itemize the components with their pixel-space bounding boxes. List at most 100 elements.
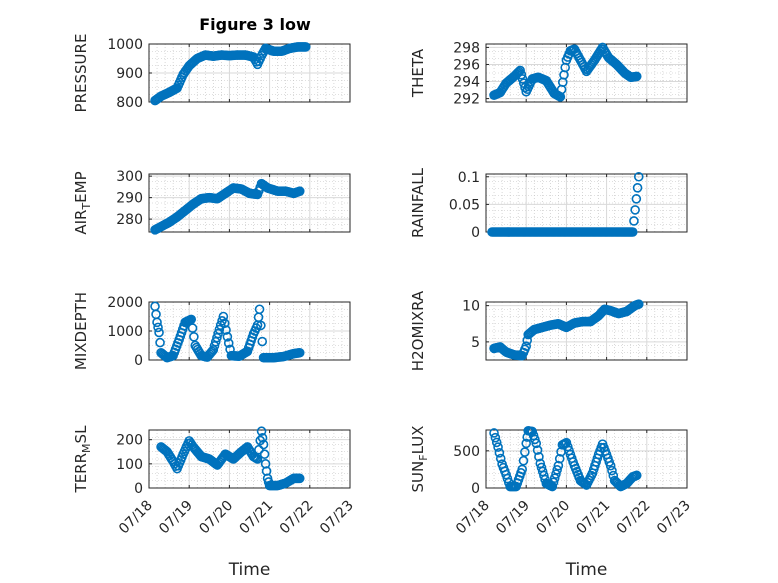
mixdepth-data-point <box>154 327 164 338</box>
pressure-data-point <box>300 42 311 52</box>
sun-flux-data-point <box>553 460 564 471</box>
mixdepth-data-point <box>187 323 198 333</box>
panel-terr-msl: 0 100 200 TERRMSL 07/18 07/19 07/20 07/21 07/22 0… <box>72 425 357 580</box>
terr-msl-data-point <box>252 454 263 464</box>
rainfall-data-point <box>629 216 639 226</box>
mixdepth-data-point <box>207 346 217 357</box>
h2omixra-data-point <box>633 299 644 309</box>
mixdepth-data-point <box>222 331 233 342</box>
sun-flux-xtick-label: 07/21 <box>574 498 614 538</box>
mixdepth-data-point <box>186 314 197 325</box>
rainfall-series <box>487 171 644 237</box>
sun-flux-data-point <box>490 432 501 443</box>
theta-data-point <box>631 71 642 82</box>
terr-msl-xtick-label: 07/19 <box>156 498 196 538</box>
sun-flux-data-point <box>549 473 560 483</box>
mixdepth-data-point <box>256 320 266 331</box>
rainfall-data-point <box>630 205 640 215</box>
panel-mixdepth: 0 1000 2000 MIXDEPTH <box>72 292 351 370</box>
pressure-ytick-label: 900 <box>116 66 143 82</box>
mixdepth-ylabel: MIXDEPTH <box>72 292 90 370</box>
terr-msl-series <box>156 426 305 491</box>
sun-flux-data-point <box>520 447 530 457</box>
mixdepth-data-point <box>219 318 230 329</box>
pressure-ytick-label: 800 <box>116 95 143 111</box>
h2omixra-ytick-label: 5 <box>471 335 480 351</box>
pressure-ylabel: PRESSURE <box>72 34 90 113</box>
terr-msl-ytick-label: 100 <box>116 457 143 473</box>
theta-ytick-label: 292 <box>453 92 480 108</box>
mixdepth-data-point <box>189 331 199 342</box>
theta-data-point <box>515 65 525 76</box>
terr-msl-xtick-label: 07/22 <box>277 498 317 538</box>
air-temp-data-point <box>294 186 305 196</box>
panel-sun-flux: 0 500 SUNFLUX 07/18 07/19 07/20 07/21 07/22 07/2… <box>409 426 694 580</box>
h2omixra-data-point <box>521 341 532 352</box>
sun-flux-data-point <box>607 465 617 476</box>
sun-flux-ytick-label: 0 <box>471 481 480 497</box>
mixdepth-data-point <box>221 325 231 335</box>
pressure-ytick-label: 1000 <box>107 37 143 53</box>
terr-msl-ytick-label: 0 <box>134 481 143 497</box>
terr-msl-xlabel: Time <box>228 560 271 580</box>
theta-ylabel: THETA <box>409 48 427 98</box>
panel-h2omixra: 5 10 H2OMIXRA <box>409 290 688 371</box>
terr-msl-data-point <box>256 426 267 437</box>
rainfall-ytick-label: 0.05 <box>449 197 480 213</box>
terr-msl-axes-box <box>148 429 351 489</box>
sun-flux-xtick-label: 07/19 <box>493 498 533 538</box>
mixdepth-ytick-label: 2000 <box>107 295 143 311</box>
h2omixra-ytick-label: 10 <box>462 299 480 315</box>
mixdepth-data-point <box>218 311 229 322</box>
sun-flux-xtick-label: 07/23 <box>654 498 694 538</box>
rainfall-ytick-label: 0.1 <box>458 170 480 186</box>
rainfall-data-point <box>631 194 642 204</box>
panel-pressure: 800 900 1000 PRESSURE <box>72 34 351 113</box>
sun-flux-data-point <box>534 451 544 462</box>
sun-flux-xtick-label: 07/20 <box>533 498 573 538</box>
rainfall-ytick-label: 0 <box>471 225 480 241</box>
sun-flux-series <box>489 425 642 492</box>
h2omixra-ylabel: H2OMIXRA <box>409 290 427 371</box>
mixdepth-ytick-label: 1000 <box>107 324 143 340</box>
pressure-series <box>150 42 311 106</box>
theta-ytick-label: 296 <box>453 57 480 73</box>
rainfall-data-point <box>627 227 638 237</box>
figure-title: Figure 3 low <box>199 15 311 34</box>
sun-flux-xlabel: Time <box>565 560 608 580</box>
terr-msl-xtick-label: 07/21 <box>237 498 277 538</box>
mixdepth-data-point <box>294 347 305 358</box>
sun-flux-data-point <box>551 469 561 479</box>
air-temp-axes-box <box>148 173 351 233</box>
terr-msl-ylabel: TERRMSL <box>72 425 93 494</box>
sun-flux-ylabel: SUNFLUX <box>409 426 430 493</box>
mixdepth-ytick-label: 0 <box>134 353 143 369</box>
sun-flux-xtick-label: 07/22 <box>614 498 654 538</box>
sun-flux-data-point <box>494 448 505 458</box>
sun-flux-data-point <box>532 445 543 455</box>
terr-msl-xtick-label: 07/23 <box>317 498 357 538</box>
sun-flux-data-point <box>518 455 529 466</box>
sun-flux-data-point <box>495 453 506 464</box>
sun-flux-data-point <box>531 438 542 449</box>
mixdepth-data-point <box>223 338 234 348</box>
sun-flux-data-point <box>491 437 502 448</box>
theta-data-point <box>517 74 528 84</box>
sun-flux-xtick-label: 07/18 <box>453 498 493 538</box>
sun-flux-data-point <box>547 481 558 492</box>
h2omixra-series <box>489 299 644 361</box>
air-temp-ytick-label: 300 <box>116 169 143 185</box>
sun-flux-data-point <box>521 438 532 449</box>
sun-flux-data-point <box>517 464 527 475</box>
h2omixra-axes-box <box>485 301 688 361</box>
theta-ytick-label: 298 <box>453 40 480 56</box>
rainfall-data-point <box>632 183 643 193</box>
theta-series <box>489 42 642 102</box>
mixdepth-data-point <box>217 316 227 326</box>
mixdepth-data-point <box>214 324 225 335</box>
rainfall-ylabel: RAINFALL <box>409 167 427 238</box>
sun-flux-data-point <box>631 470 642 481</box>
